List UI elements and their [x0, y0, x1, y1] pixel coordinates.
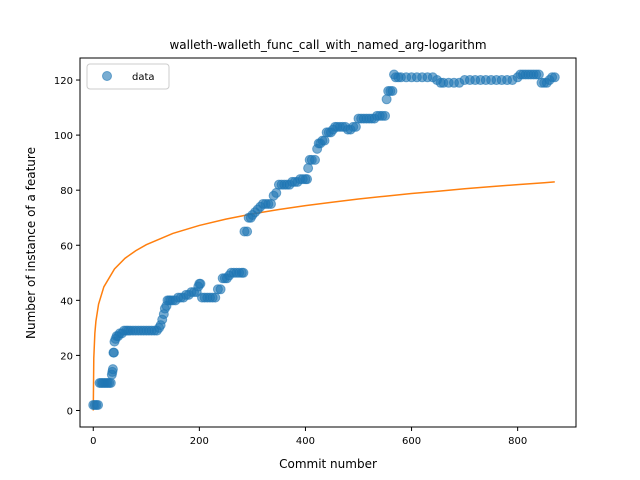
y-tick-label: 40	[60, 296, 73, 307]
data-point	[271, 187, 282, 198]
data-point	[350, 121, 361, 132]
y-tick-label: 0	[67, 406, 73, 417]
x-axis: 0 200 400 600 800	[90, 427, 527, 447]
data-point	[210, 292, 221, 303]
data-point	[107, 364, 118, 375]
x-axis-label: Commit number	[279, 457, 377, 471]
axes-frame	[79, 57, 577, 428]
data-point	[303, 163, 314, 174]
data-point	[215, 284, 226, 295]
x-tick-label: 800	[508, 436, 527, 447]
y-axis-label: Number of instance of a feature	[24, 147, 38, 339]
data-point	[302, 174, 313, 185]
y-tick-label: 100	[54, 131, 73, 142]
y-axis: 0 20 40 60 80 100 120	[54, 76, 80, 417]
data-point	[533, 69, 544, 80]
data-point	[265, 198, 276, 209]
y-tick-label: 20	[60, 351, 73, 362]
fit-curve-layer	[92, 181, 555, 411]
data-point	[549, 72, 560, 83]
data-point	[108, 347, 119, 358]
y-tick-label: 120	[54, 76, 73, 87]
data-point	[93, 399, 104, 410]
data-point	[310, 154, 320, 165]
data-point	[319, 135, 330, 146]
y-tick-label: 80	[60, 186, 73, 197]
x-tick-label: 200	[190, 436, 209, 447]
y-tick-label: 60	[60, 241, 73, 252]
data-point	[242, 226, 253, 237]
data-points-layer	[88, 69, 560, 410]
legend-marker-data	[102, 71, 112, 81]
data-point	[387, 86, 398, 97]
data-point	[381, 94, 392, 105]
legend-frame	[86, 63, 170, 90]
data-point	[380, 110, 391, 121]
data-point	[105, 377, 116, 388]
x-tick-label: 600	[402, 436, 421, 447]
legend-entry-data: data	[132, 72, 155, 83]
data-point	[238, 267, 249, 278]
plot-area	[79, 57, 577, 428]
fit-curve	[92, 181, 555, 411]
chart-title: walleth-walleth_func_call_with_named_arg…	[169, 38, 486, 52]
x-tick-label: 0	[90, 436, 96, 447]
legend: data	[86, 63, 170, 90]
data-point	[195, 278, 206, 289]
x-tick-label: 400	[296, 436, 315, 447]
